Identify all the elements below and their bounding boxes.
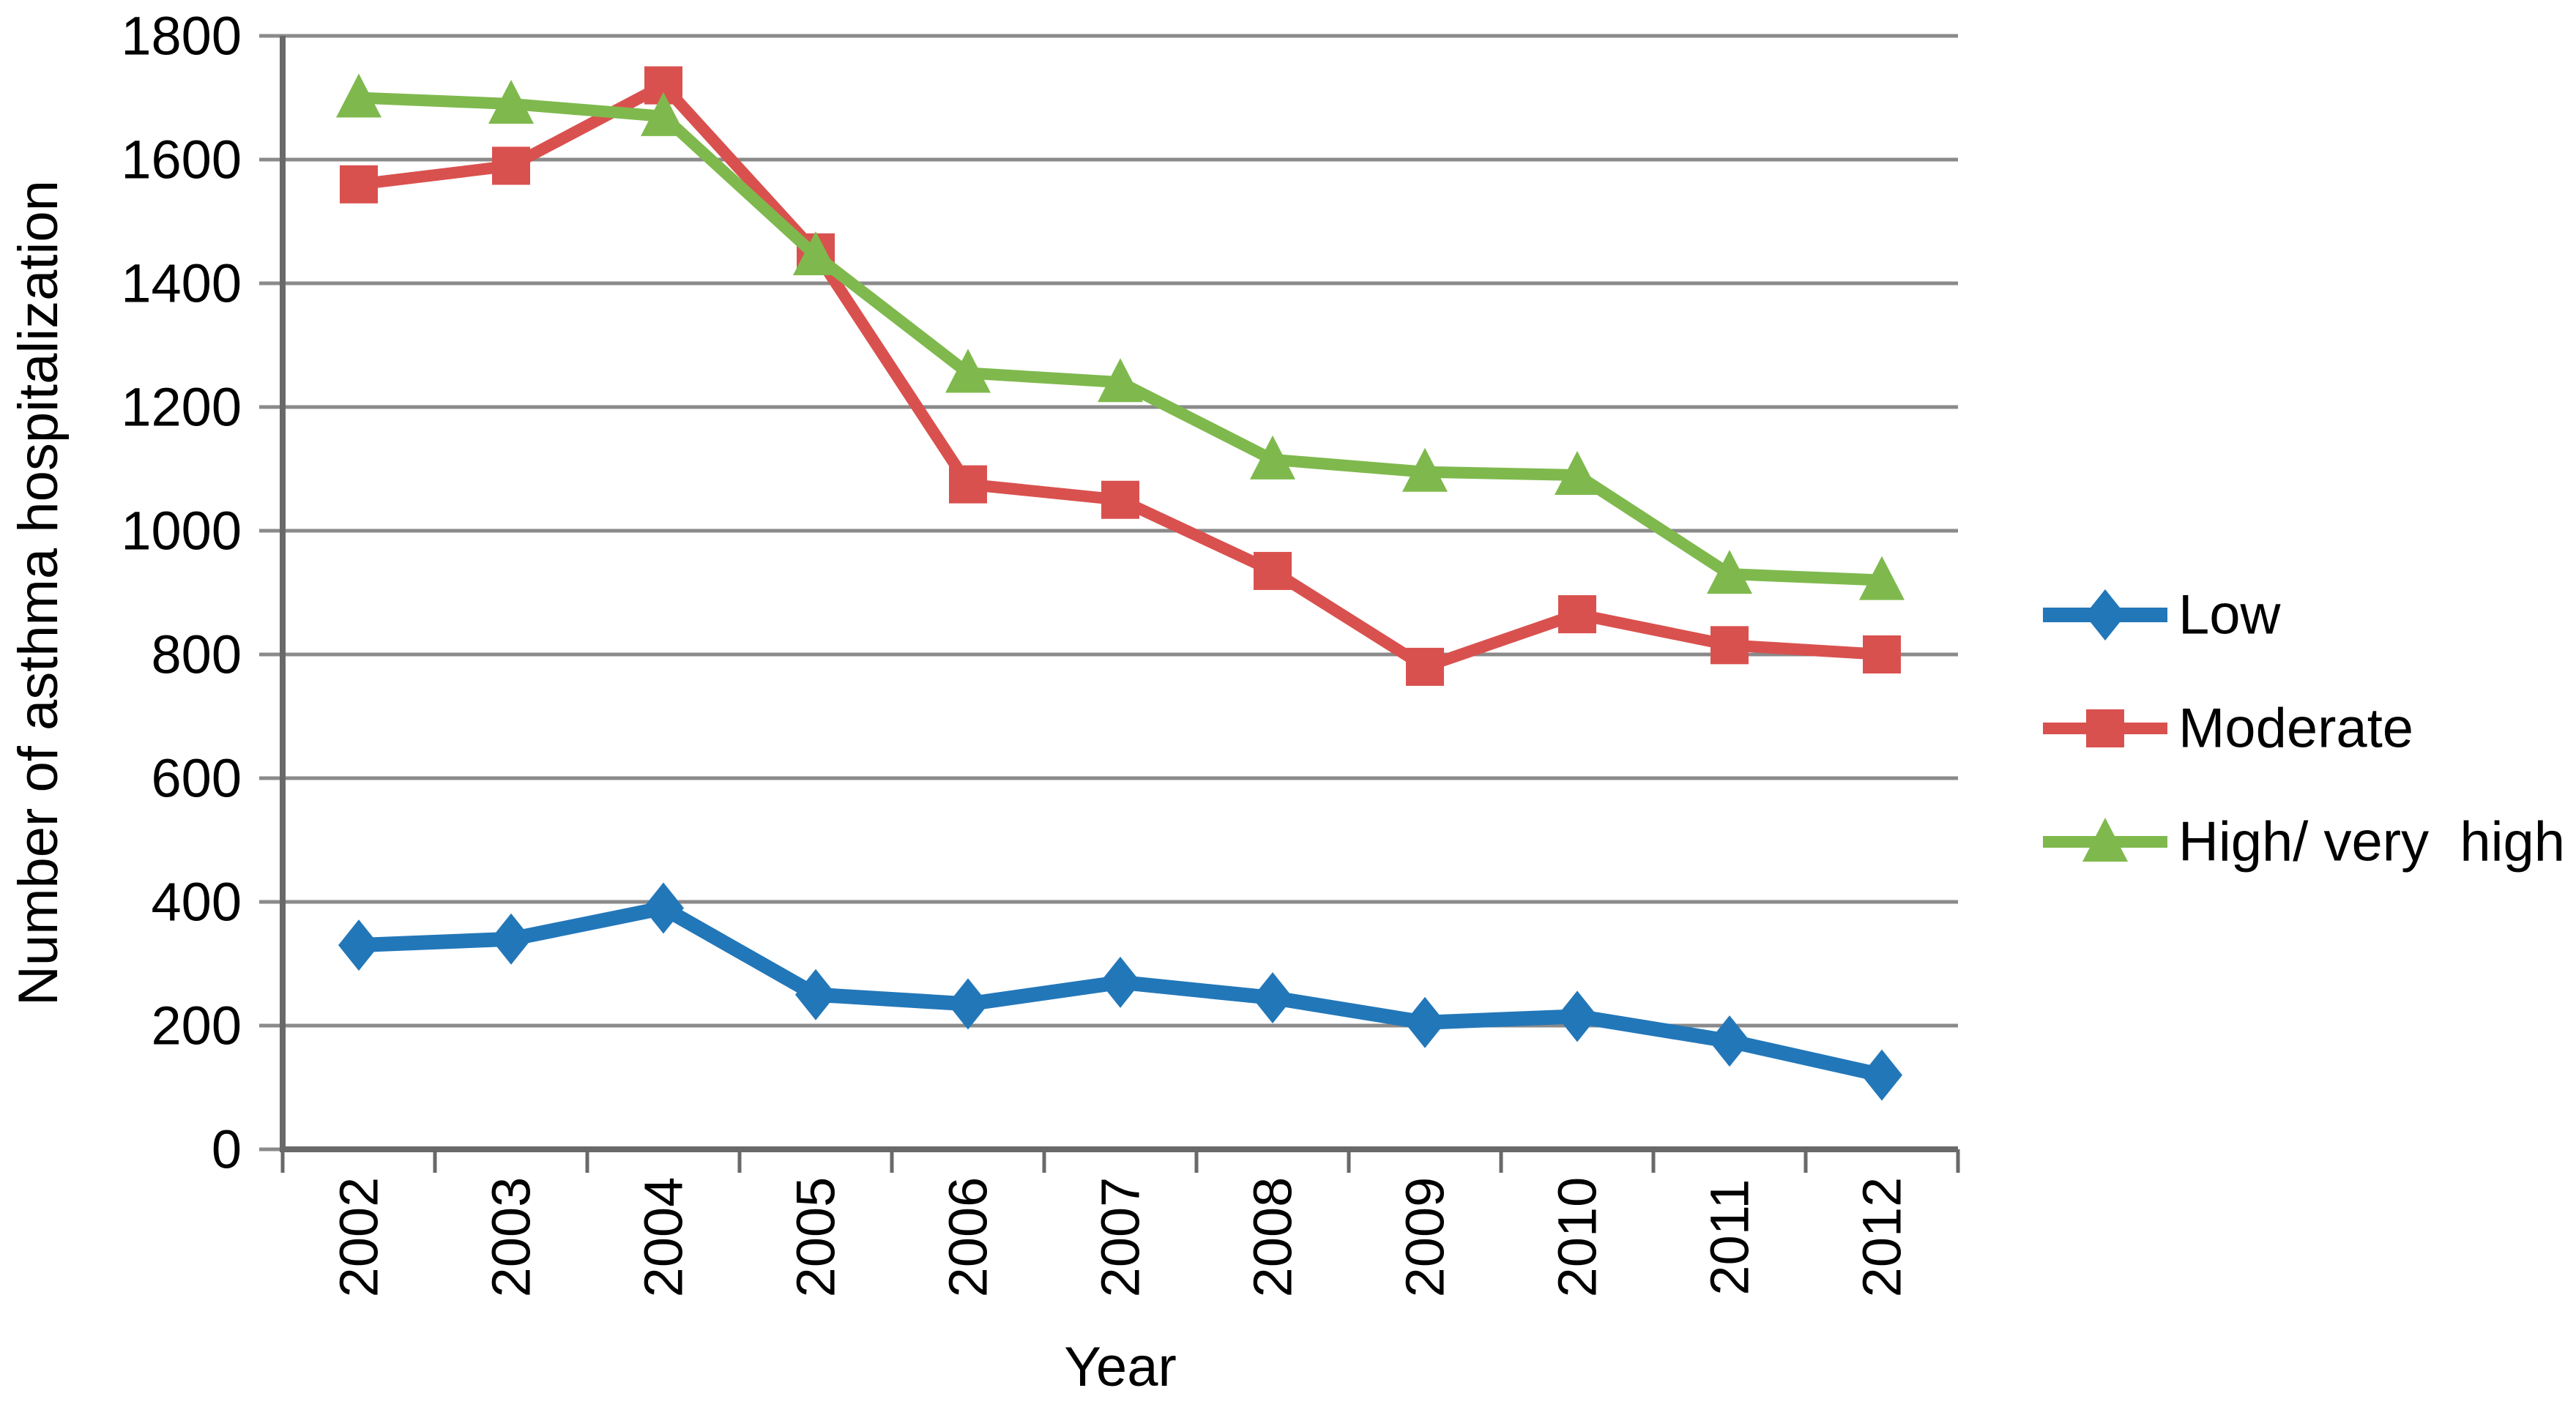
data-point-square <box>2086 709 2124 747</box>
legend-label-moderate: Moderate <box>2178 698 2413 760</box>
legend-label-high-very-high: High/ very high <box>2178 811 2565 873</box>
legend-marker-square-icon <box>2043 709 2167 747</box>
y-tick-label: 1600 <box>121 130 242 190</box>
data-point-square <box>1710 626 1749 665</box>
data-point-square <box>1558 595 1596 634</box>
legend-item-low: Low <box>2043 584 2282 646</box>
data-point-triangle <box>1402 447 1448 492</box>
data-point-diamond <box>1404 996 1445 1048</box>
data-point-triangle <box>2082 818 2128 862</box>
data-point-square <box>1863 635 1901 673</box>
legend-marker-triangle-icon <box>2043 818 2167 862</box>
y-axis-title: Number of asthma hospitalization <box>7 180 70 1006</box>
y-tick-label: 0 <box>212 1119 242 1180</box>
x-tick-label: 2002 <box>329 1177 390 1298</box>
x-axis-title: Year <box>1064 1336 1177 1398</box>
x-tick-label: 2007 <box>1090 1177 1151 1298</box>
y-tick-label: 1800 <box>121 6 242 67</box>
series-moderate <box>340 66 1901 686</box>
y-tick-label: 200 <box>152 996 242 1056</box>
data-point-triangle <box>1098 358 1143 403</box>
data-point-triangle <box>488 79 534 124</box>
data-point-square <box>1254 551 1292 590</box>
data-point-diamond <box>1557 990 1598 1042</box>
data-point-square <box>1101 480 1139 519</box>
data-point-diamond <box>948 978 989 1030</box>
legend-label-low: Low <box>2178 584 2282 646</box>
y-tick-label: 1000 <box>121 501 242 561</box>
data-point-diamond <box>1100 956 1141 1008</box>
axes <box>280 36 1958 1152</box>
data-point-diamond <box>1861 1049 1902 1101</box>
data-point-triangle <box>945 348 991 393</box>
legend-item-moderate: Moderate <box>2043 698 2413 760</box>
y-tick-label: 1400 <box>121 253 242 314</box>
legend-marker-diamond-icon <box>2043 589 2167 641</box>
series-low <box>338 882 1902 1101</box>
data-point-triangle <box>336 73 381 118</box>
data-point-triangle <box>1859 556 1905 600</box>
x-axis-ticks: 2002 2003 2004 2005 2006 2007 2008 2009 2010 2011… <box>280 1149 1960 1298</box>
data-point-diamond <box>491 913 532 965</box>
x-tick-label: 2011 <box>1700 1179 1760 1295</box>
data-point-triangle <box>1555 450 1600 495</box>
y-tick-label: 1200 <box>121 377 242 438</box>
data-point-diamond <box>795 969 836 1020</box>
x-tick-label: 2009 <box>1395 1177 1456 1298</box>
data-point-triangle <box>1707 550 1752 594</box>
legend-item-high-very-high: High/ very high <box>2043 811 2565 873</box>
data-point-square <box>949 465 987 504</box>
data-point-triangle <box>793 231 838 275</box>
x-tick-label: 2004 <box>633 1177 694 1298</box>
x-tick-label: 2010 <box>1547 1177 1608 1298</box>
y-tick-label: 800 <box>152 624 242 685</box>
y-tick-label: 400 <box>152 872 242 933</box>
data-point-diamond <box>2085 589 2126 641</box>
data-point-triangle <box>1250 435 1295 479</box>
data-point-diamond <box>1252 971 1293 1023</box>
gridlines: 0 200 400 600 800 1000 1200 1400 1600 1800 <box>121 6 1958 1180</box>
data-point-diamond <box>338 919 379 971</box>
data-point-square <box>1406 647 1444 686</box>
y-tick-label: 600 <box>152 748 242 809</box>
x-tick-label: 2005 <box>786 1177 846 1298</box>
data-point-diamond <box>1709 1015 1750 1067</box>
x-tick-label: 2006 <box>938 1177 999 1298</box>
x-tick-label: 2008 <box>1243 1177 1303 1298</box>
legend: Low Moderate High/ very high <box>2043 584 2565 873</box>
series-high-very-high <box>336 73 1905 600</box>
data-point-square <box>340 165 378 204</box>
x-tick-label: 2012 <box>1852 1177 1913 1298</box>
data-point-triangle <box>641 92 686 136</box>
x-tick-label: 2003 <box>481 1177 542 1298</box>
data-point-square <box>492 146 530 185</box>
data-series <box>336 66 1905 1101</box>
data-point-diamond <box>643 882 684 934</box>
